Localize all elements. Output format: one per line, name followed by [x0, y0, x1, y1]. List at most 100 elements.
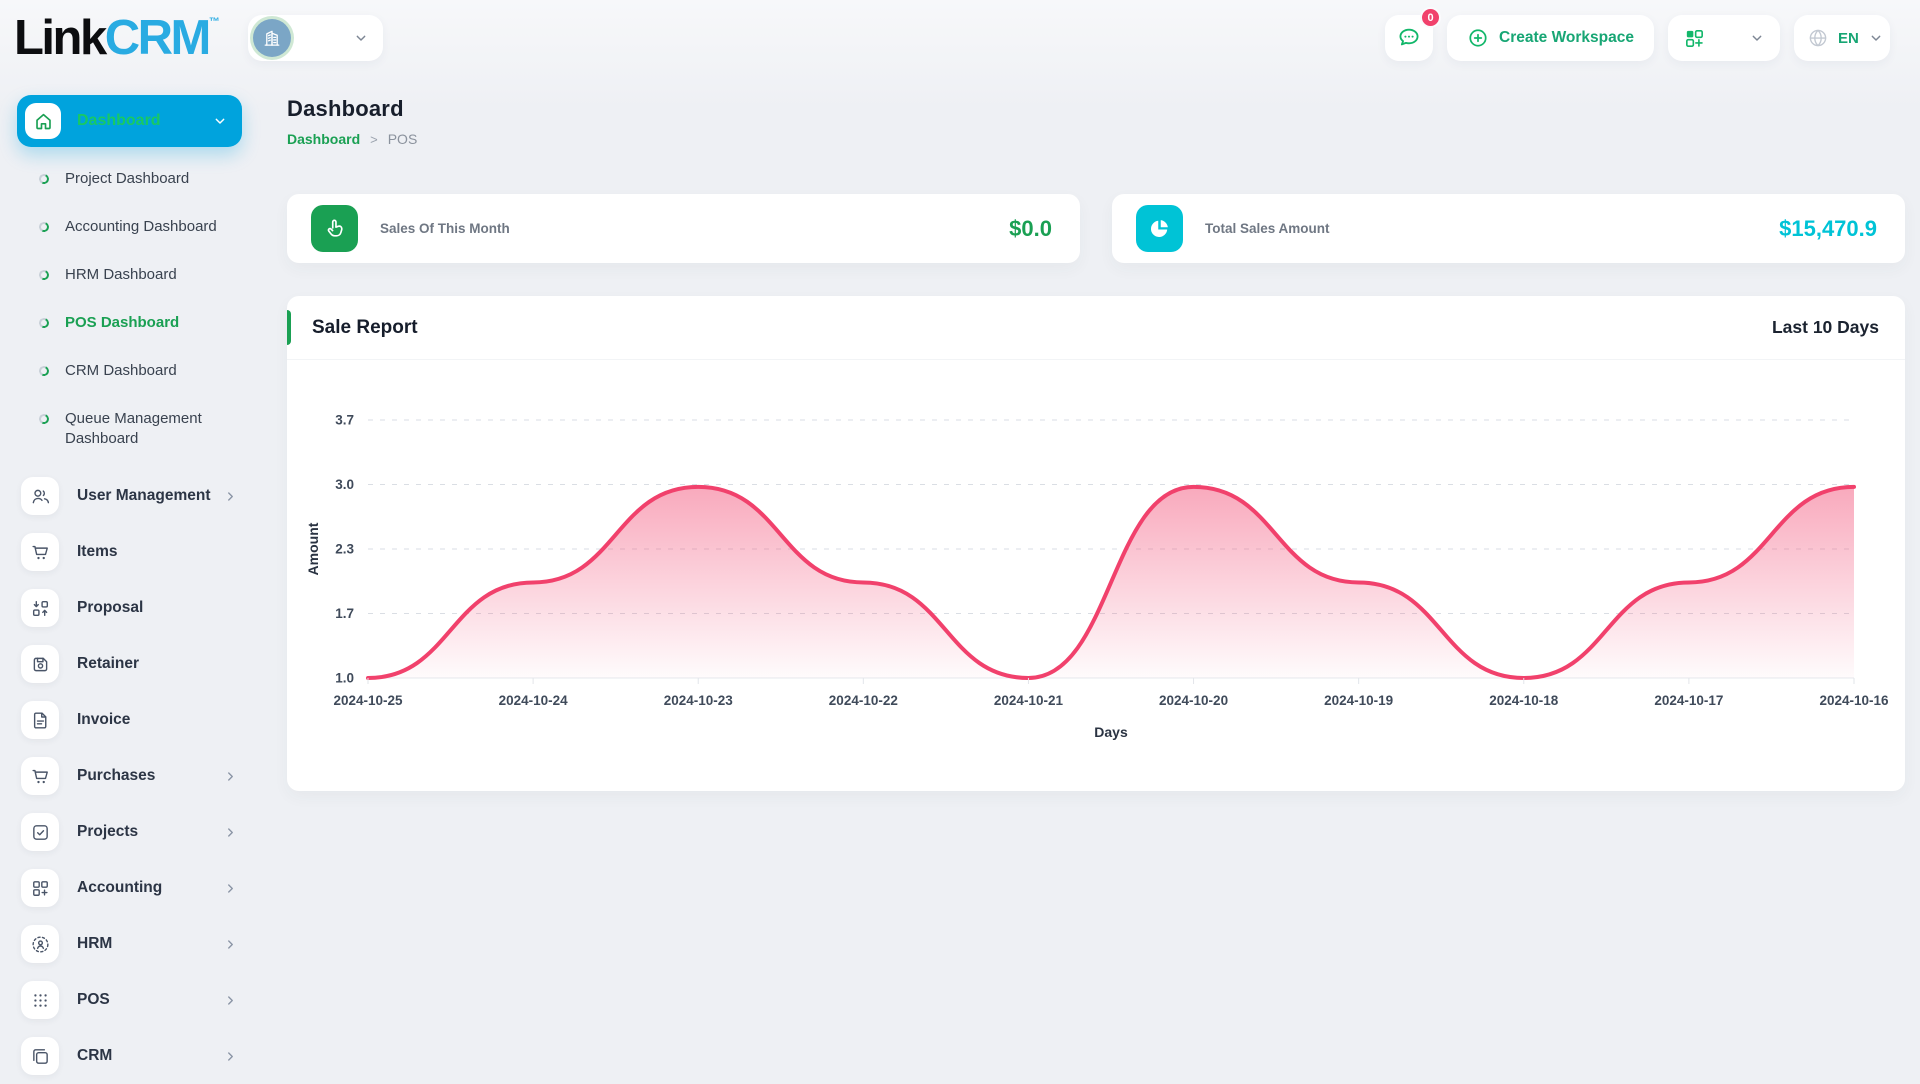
sidebar-item-label: Accounting Dashboard: [65, 218, 217, 235]
svg-text:2024-10-24: 2024-10-24: [499, 693, 569, 708]
crm-icon: [21, 1037, 59, 1075]
chevron-right-icon: [223, 993, 238, 1008]
invoice-icon: [21, 701, 59, 739]
brand-logo: Link CRM ™: [14, 10, 220, 65]
svg-text:2024-10-19: 2024-10-19: [1324, 693, 1393, 708]
svg-text:3.7: 3.7: [335, 413, 354, 428]
chat-icon: [1396, 25, 1422, 51]
breadcrumb-current: POS: [387, 131, 418, 147]
bullet-icon: [37, 364, 51, 378]
chat-button[interactable]: 0: [1385, 7, 1442, 61]
stat-value: $15,470.9: [1779, 215, 1877, 241]
sidebar-item-dashboard[interactable]: Dashboard: [17, 95, 242, 147]
sidebar-item-crm[interactable]: CRM: [0, 1028, 258, 1084]
chat-badge: 0: [1420, 7, 1442, 28]
create-workspace-label: Create Workspace: [1499, 29, 1634, 46]
svg-text:2024-10-16: 2024-10-16: [1819, 693, 1889, 708]
users-icon: [21, 477, 59, 515]
workspace-avatar-building-icon: [252, 19, 291, 57]
sidebar-item-label: HRM Dashboard: [65, 266, 177, 283]
sidebar-item-label: Invoice: [77, 711, 131, 728]
sidebar-item-label: Queue Management Dashboard: [65, 410, 202, 447]
stat-card-total-sales-amount: Total Sales Amount $15,470.9: [1112, 194, 1905, 263]
sidebar-item-accounting[interactable]: Accounting: [0, 860, 258, 916]
stat-label: Total Sales Amount: [1205, 221, 1330, 236]
sidebar-item-queue-management-dashboard[interactable]: Queue Management Dashboard: [0, 395, 258, 463]
sidebar-item-project-dashboard[interactable]: Project Dashboard: [0, 155, 258, 203]
sidebar-item-purchases[interactable]: Purchases: [0, 748, 258, 804]
topbar-actions: 0 Create Workspace EN: [1385, 7, 1890, 61]
accounting-icon: [21, 869, 59, 907]
sidebar-item-label: User Management: [77, 487, 211, 504]
plus-circle-icon: [1467, 27, 1489, 49]
sidebar: Dashboard Project Dashboard Accounting Da…: [0, 76, 258, 1080]
proposal-icon: [21, 589, 59, 627]
chevron-right-icon: [223, 1049, 238, 1064]
sidebar-item-label: Items: [77, 543, 118, 560]
svg-text:2.3: 2.3: [335, 542, 354, 557]
chart-area: 1.0 1.7 2.3 3.0 3.7 2024-10-25 2024-10-24 2024-…: [287, 360, 1905, 791]
sidebar-item-label: Accounting: [77, 879, 163, 896]
sidebar-item-label: POS: [77, 991, 110, 1008]
pie-chart-icon: [1136, 205, 1183, 252]
brand-trademark: ™: [208, 15, 220, 28]
sidebar-item-pos-dashboard[interactable]: POS Dashboard: [0, 299, 258, 347]
sidebar-item-label: HRM: [77, 935, 113, 952]
sidebar-item-retainer[interactable]: Retainer: [0, 636, 258, 692]
brand-logo-crm: CRM: [104, 10, 212, 65]
svg-text:1.7: 1.7: [335, 606, 354, 621]
retainer-icon: [21, 645, 59, 683]
sidebar-item-invoice[interactable]: Invoice: [0, 692, 258, 748]
sidebar-item-hrm[interactable]: HRM: [0, 916, 258, 972]
language-dropdown[interactable]: EN: [1794, 15, 1890, 61]
sidebar-item-projects[interactable]: Projects: [0, 804, 258, 860]
workspace-selector[interactable]: [247, 15, 383, 61]
stat-card-sales-of-this-month: Sales Of This Month $0.0: [287, 194, 1080, 263]
stat-value: $0.0: [1009, 215, 1052, 241]
svg-text:2024-10-20: 2024-10-20: [1159, 693, 1228, 708]
svg-text:1.0: 1.0: [335, 671, 354, 686]
tap-icon: [311, 205, 358, 252]
sidebar-item-hrm-dashboard[interactable]: HRM Dashboard: [0, 251, 258, 299]
sidebar-item-label: Purchases: [77, 767, 156, 784]
sidebar-item-label: Projects: [77, 823, 139, 840]
sidebar-item-label: POS Dashboard: [65, 314, 180, 331]
globe-icon: [1807, 27, 1829, 49]
apps-dropdown[interactable]: [1668, 15, 1780, 61]
chevron-right-icon: [223, 769, 238, 784]
breadcrumb-dashboard-link[interactable]: Dashboard: [287, 131, 361, 147]
bullet-icon: [37, 412, 51, 426]
sidebar-item-proposal[interactable]: Proposal: [0, 580, 258, 636]
projects-icon: [21, 813, 59, 851]
sale-report-chart[interactable]: 1.0 1.7 2.3 3.0 3.7 2024-10-25 2024-10-24 2024-…: [288, 360, 1904, 784]
dashboard-submenu: Project Dashboard Accounting Dashboard HRM…: [0, 155, 258, 463]
home-icon: [25, 103, 61, 139]
pos-icon: [21, 981, 59, 1019]
sidebar-item-crm-dashboard[interactable]: CRM Dashboard: [0, 347, 258, 395]
stat-cards: Sales Of This Month $0.0 Total Sales Amo…: [287, 194, 1905, 263]
sidebar-item-label: CRM: [77, 1047, 113, 1064]
cart-icon: [21, 533, 59, 571]
chart-range-label: Last 10 Days: [1771, 317, 1879, 337]
stat-label: Sales Of This Month: [380, 221, 510, 236]
create-workspace-button[interactable]: Create Workspace: [1447, 15, 1654, 61]
sidebar-item-accounting-dashboard[interactable]: Accounting Dashboard: [0, 203, 258, 251]
chevron-right-icon: [223, 825, 238, 840]
chevron-right-icon: [223, 489, 238, 504]
sidebar-item-items[interactable]: Items: [0, 524, 258, 580]
topbar: Link CRM ™ 0 Create Workspace EN: [0, 0, 1920, 76]
chevron-right-icon: [223, 937, 238, 952]
bullet-icon: [37, 316, 51, 330]
sidebar-menu: User Management Items Proposal Retainer Invo…: [0, 468, 258, 1084]
bullet-icon: [37, 268, 51, 282]
svg-text:2024-10-17: 2024-10-17: [1654, 693, 1723, 708]
sidebar-item-label: Dashboard: [77, 112, 161, 129]
chevron-down-icon: [353, 30, 369, 46]
svg-text:2024-10-25: 2024-10-25: [333, 693, 403, 708]
sidebar-item-user-management[interactable]: User Management: [0, 468, 258, 524]
accent-bar: [287, 310, 291, 345]
sidebar-item-pos[interactable]: POS: [0, 972, 258, 1028]
cart-icon: [21, 757, 59, 795]
svg-text:3.0: 3.0: [335, 477, 354, 492]
chart-title: Sale Report: [312, 316, 418, 338]
